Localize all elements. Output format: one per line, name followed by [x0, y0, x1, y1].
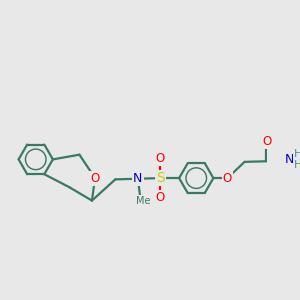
Text: O: O	[156, 152, 165, 165]
Text: O: O	[90, 172, 100, 184]
Text: O: O	[223, 172, 232, 184]
Text: N: N	[133, 172, 142, 185]
Text: N: N	[284, 153, 294, 166]
Text: O: O	[156, 191, 165, 204]
Text: Me: Me	[136, 196, 151, 206]
Text: S: S	[156, 171, 165, 185]
Text: H: H	[294, 160, 300, 170]
Text: O: O	[262, 135, 272, 148]
Text: H: H	[294, 149, 300, 159]
